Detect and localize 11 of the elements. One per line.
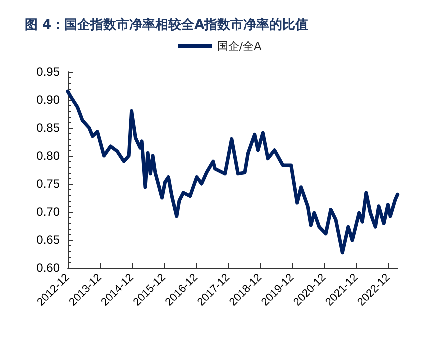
y-tick-label: 0.90	[36, 93, 60, 107]
y-tick-label: 0.95	[36, 65, 60, 79]
y-tick-label: 0.85	[36, 121, 60, 135]
y-tick-label: 0.70	[36, 205, 60, 219]
line-series	[66, 90, 400, 255]
y-tick-label: 0.65	[36, 233, 60, 247]
y-tick-label: 0.80	[36, 149, 60, 163]
chart-title: 图 4：国企指数市净率相较全A指数市净率的比值	[25, 17, 309, 33]
legend-label: 国企/全A	[217, 40, 262, 53]
y-tick-label: 0.75	[36, 177, 60, 191]
y-tick-label: 0.60	[36, 261, 60, 275]
